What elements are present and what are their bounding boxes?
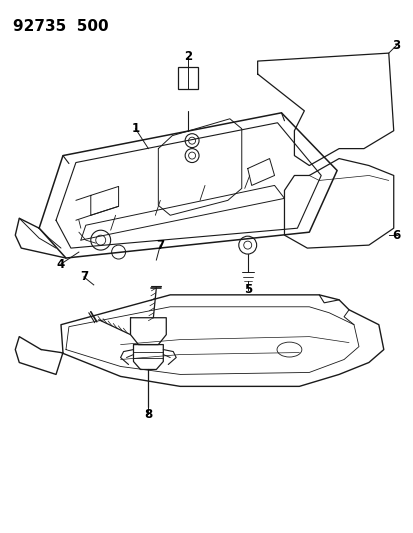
Text: 92735  500: 92735 500 xyxy=(13,19,109,34)
Text: 7: 7 xyxy=(156,239,164,252)
Text: 5: 5 xyxy=(243,284,251,296)
Text: 8: 8 xyxy=(144,408,152,421)
Text: 2: 2 xyxy=(184,50,192,62)
Text: 1: 1 xyxy=(131,122,139,135)
Text: 4: 4 xyxy=(57,257,65,271)
Text: 6: 6 xyxy=(392,229,400,241)
Text: 3: 3 xyxy=(392,39,400,52)
Text: 7: 7 xyxy=(80,270,88,284)
